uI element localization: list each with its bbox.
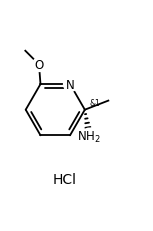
Text: N: N bbox=[66, 78, 74, 91]
Text: O: O bbox=[34, 59, 44, 72]
Text: &1: &1 bbox=[89, 99, 100, 108]
Text: NH$_2$: NH$_2$ bbox=[77, 129, 101, 144]
Text: HCl: HCl bbox=[52, 172, 76, 186]
